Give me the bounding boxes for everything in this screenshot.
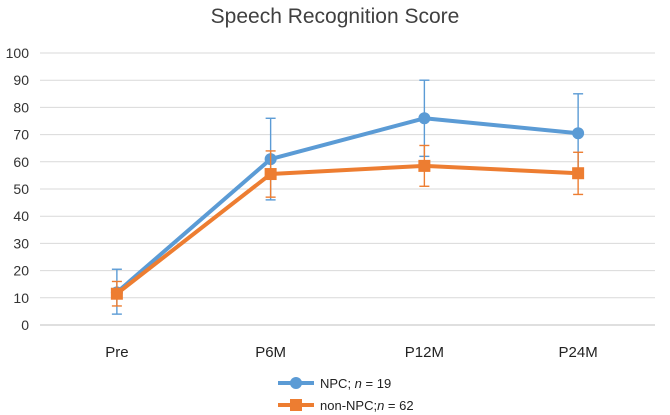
legend-label: NPC; n = 19 (320, 376, 391, 391)
x-tick-label-p6m: P6M (255, 344, 286, 361)
series-line (115, 116, 579, 294)
legend-item-non-npc: non-NPC;n = 62 (278, 398, 414, 413)
y-tick-label-60: 60 (13, 154, 29, 170)
data-point-p6m (264, 168, 277, 181)
series-npc (110, 79, 585, 315)
legend: NPC; n = 19 non-NPC;n = 62 (278, 376, 414, 413)
x-tick-label-p24m: P24M (559, 344, 598, 361)
series-layer (110, 79, 585, 315)
x-tick-label-p12m: P12M (405, 344, 444, 361)
x-axis-category-labels: Pre P6M P12M P24M (105, 344, 598, 361)
chart-title: Speech Recognition Score (211, 5, 460, 28)
legend-marker-square (290, 399, 302, 411)
y-tick-label-0: 0 (21, 317, 29, 333)
series-line (115, 163, 579, 296)
data-point-p12m (418, 159, 431, 172)
series-non-npc (110, 144, 585, 307)
data-point-pre (110, 287, 123, 300)
y-tick-label-90: 90 (13, 72, 29, 88)
y-tick-label-20: 20 (13, 263, 29, 279)
legend-label: non-NPC;n = 62 (320, 398, 414, 413)
x-tick-label-pre: Pre (105, 344, 128, 361)
data-point-p12m (418, 112, 431, 125)
data-point-p24m (572, 127, 585, 140)
y-tick-label-40: 40 (13, 208, 29, 224)
y-tick-label-50: 50 (13, 181, 29, 197)
y-tick-label-10: 10 (13, 290, 29, 306)
data-point-p24m (572, 167, 585, 180)
y-tick-label-80: 80 (13, 99, 29, 115)
y-tick-label-30: 30 (13, 235, 29, 251)
legend-item-npc: NPC; n = 19 (278, 376, 391, 391)
legend-marker-circle (290, 377, 302, 389)
y-axis-tick-labels: 0 10 20 30 40 50 60 70 80 90 100 (6, 45, 30, 333)
y-tick-label-70: 70 (13, 127, 29, 143)
y-tick-label-100: 100 (6, 45, 30, 61)
